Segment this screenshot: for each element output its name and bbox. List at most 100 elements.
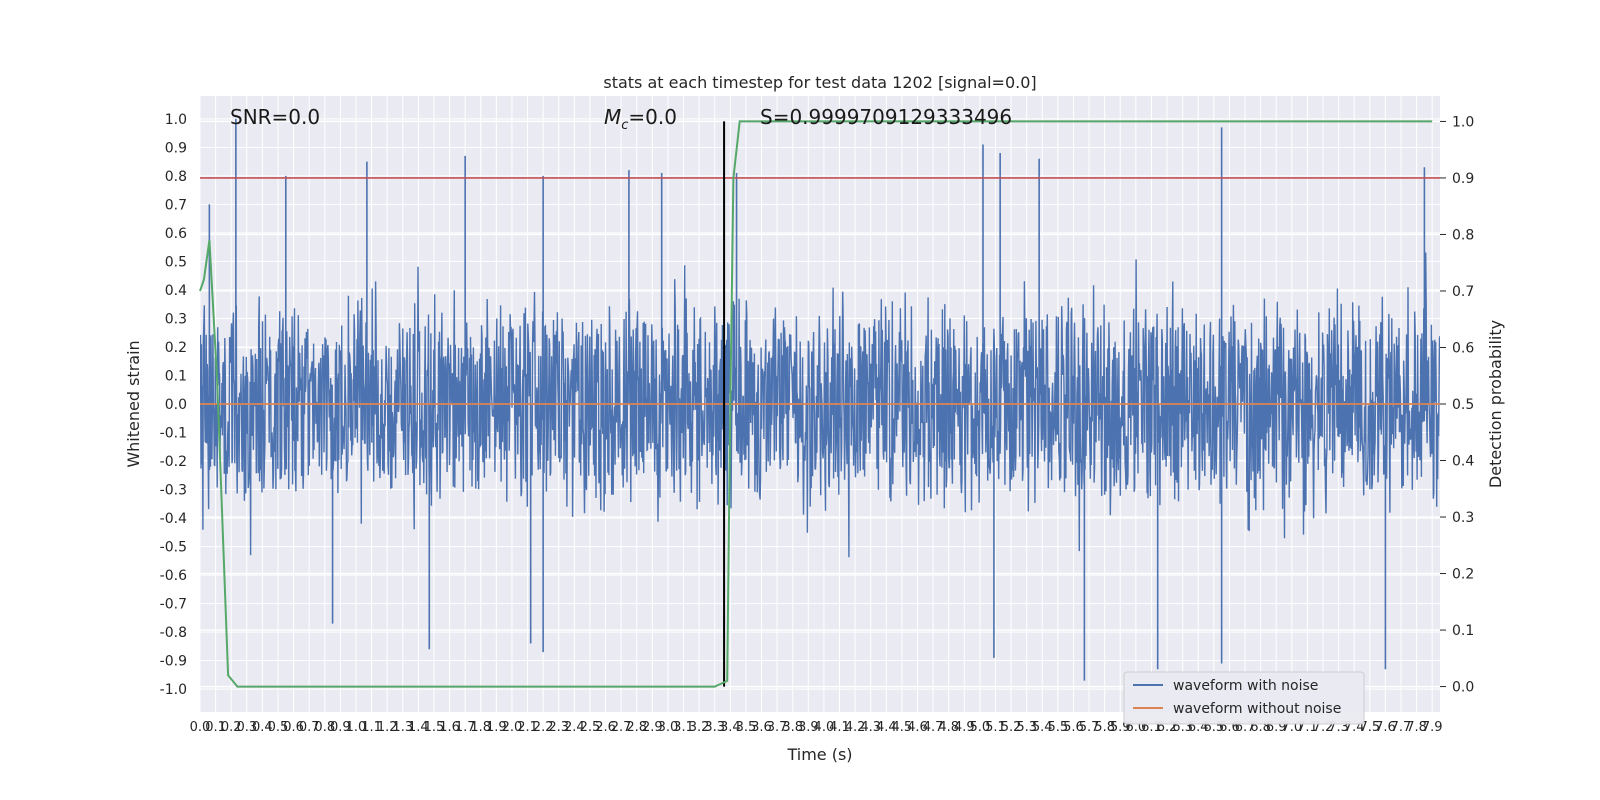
y-tick-label: 0.1 (165, 368, 187, 384)
x-tick-label: 3.1 (673, 720, 694, 735)
y-tick-label: 0.3 (165, 311, 187, 327)
y-axis-ticks: -1.0 -0.9 -0.8 -0.7 -0.6 -0.5 -0.4 -0.3 -0.2 -0.1… (160, 112, 187, 698)
y2-tick-label: 0.2 (1452, 567, 1474, 583)
annotation-score: S=0.9999709129333496 (760, 105, 1012, 129)
y-tick-label: 0.8 (165, 169, 187, 185)
x-tick-label: 0.7 (299, 720, 320, 735)
x-tick-label: 4.9 (954, 720, 975, 735)
probability-trace (199, 120, 1433, 688)
x-tick-label: 2.8 (626, 720, 647, 735)
x-tick-label: 0.6 (283, 720, 304, 735)
y-tick-label: -0.6 (160, 568, 187, 584)
x-tick-label: 1.3 (392, 720, 413, 735)
x-tick-label: 0.3 (236, 720, 257, 735)
x-tick-label: 7.7 (1391, 720, 1412, 735)
x-tick-label: 7.9 (1422, 720, 1443, 735)
y2-tick-label: 0.8 (1452, 227, 1474, 243)
x-tick-label: 0.5 (268, 720, 289, 735)
annotation-chirp-mass-value: =0.0 (628, 105, 677, 129)
y2-tick-label: 0.4 (1452, 454, 1474, 470)
legend-box (1123, 671, 1365, 725)
x-tick-label: 3.4 (720, 720, 741, 735)
annotation-chirp-mass-subscript: c (621, 118, 628, 133)
y-tick-label: -0.1 (160, 426, 187, 442)
x-tick-label: 5.7 (1079, 720, 1100, 735)
x-tick-label: 5.2 (1001, 720, 1022, 735)
y-tick-label: 0.2 (165, 340, 187, 356)
y2-tick-label: 0.7 (1452, 284, 1474, 300)
y-tick-label: -0.2 (160, 454, 187, 470)
x-tick-label: 3.0 (658, 720, 679, 735)
x-tick-label: 3.9 (798, 720, 819, 735)
x-tick-label: 5.8 (1094, 720, 1115, 735)
y-axis-label: Whitened strain (124, 340, 143, 467)
y2-tick-label: 0.1 (1452, 623, 1474, 639)
x-tick-label: 2.1 (517, 720, 538, 735)
x-tick-label: 1.7 (455, 720, 476, 735)
x-tick-label: 3.6 (751, 720, 772, 735)
x-tick-label: 5.6 (1063, 720, 1084, 735)
x-tick-label: 2.5 (580, 720, 601, 735)
noise-trace (200, 252, 1440, 558)
x-tick-label: 4.1 (829, 720, 850, 735)
y-tick-label: -1.0 (160, 682, 187, 698)
y2-tick-label: 0.9 (1452, 171, 1474, 187)
x-tick-label: 0.1 (205, 720, 226, 735)
y2-tick-label: 0.0 (1452, 680, 1474, 696)
x-tick-label: 3.7 (767, 720, 788, 735)
y-tick-label: 0.9 (165, 140, 187, 156)
y-tick-label: 0.4 (165, 283, 187, 299)
y2-axis-label: Detection probability (1486, 320, 1505, 488)
legend-label-noise: waveform with noise (1173, 678, 1318, 694)
y-tick-label: 0.6 (165, 226, 187, 242)
y2-tick-label: 0.6 (1452, 340, 1474, 356)
x-axis-label: Time (s) (786, 745, 852, 764)
annotation-chirp-mass-symbol: M (604, 105, 621, 129)
annotation-chirp-mass: Mc=0.0 (604, 105, 677, 133)
x-tick-label: 2.9 (642, 720, 663, 735)
y-tick-label: 0.0 (165, 397, 187, 413)
y-tick-label: -0.7 (160, 597, 187, 613)
y-tick-label: -0.8 (160, 625, 187, 641)
legend-label-clean: waveform without noise (1173, 701, 1341, 717)
x-tick-label: 1.8 (470, 720, 491, 735)
x-tick-label: 3.3 (704, 720, 725, 735)
x-tick-label: 4.2 (845, 720, 866, 735)
y2-tick-label: 1.0 (1452, 114, 1474, 130)
y-tick-label: 1.0 (165, 112, 187, 128)
x-tick-label: 3.2 (689, 720, 710, 735)
annotation-snr: SNR=0.0 (230, 105, 320, 129)
x-tick-label: 2.3 (548, 720, 569, 735)
x-tick-label: 5.0 (970, 720, 991, 735)
x-tick-label: 7.8 (1406, 720, 1427, 735)
x-tick-label: 1.5 (424, 720, 445, 735)
x-tick-label: 2.2 (533, 720, 554, 735)
x-tick-label: 2.7 (611, 720, 632, 735)
x-tick-label: 0.0 (190, 720, 211, 735)
legend: waveform with noise waveform without noi… (1123, 671, 1365, 725)
y-tick-label: -0.5 (160, 540, 187, 556)
x-tick-label: 1.9 (486, 720, 507, 735)
x-tick-label: 5.3 (1016, 720, 1037, 735)
x-tick-label: 4.4 (876, 720, 897, 735)
x-tick-label: 3.5 (736, 720, 757, 735)
x-tick-label: 4.8 (938, 720, 959, 735)
x-tick-label: 1.2 (377, 720, 398, 735)
x-tick-label: 4.3 (860, 720, 881, 735)
y2-axis-ticks: 0.0 0.1 0.2 0.3 0.4 0.5 0.6 0.7 0.8 0.9 1.0 (1440, 114, 1474, 696)
x-tick-label: 0.2 (221, 720, 242, 735)
y-tick-label: 0.5 (165, 254, 187, 270)
x-tick-label: 5.4 (1032, 720, 1053, 735)
x-tick-label: 2.6 (595, 720, 616, 735)
x-tick-label: 1.1 (361, 720, 382, 735)
x-tick-label: 4.5 (892, 720, 913, 735)
x-tick-label: 7.5 (1359, 720, 1380, 735)
x-tick-label: 2.0 (502, 720, 523, 735)
x-tick-label: 0.8 (314, 720, 335, 735)
series-detection-probability (199, 120, 1433, 688)
y-tick-label: -0.9 (160, 654, 187, 670)
y-tick-label: 0.7 (165, 197, 187, 213)
series-waveform-with-noise (200, 118, 1440, 681)
x-tick-label: 2.4 (564, 720, 585, 735)
